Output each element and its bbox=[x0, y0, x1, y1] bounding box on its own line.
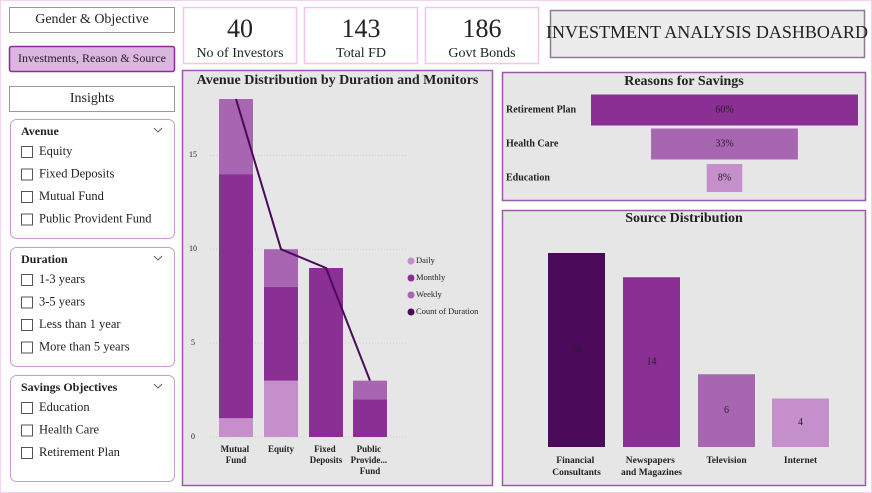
legend-label: Daily bbox=[416, 255, 436, 265]
nav-button-label[interactable]: Gender & Objective bbox=[35, 12, 149, 27]
funnel-bar bbox=[651, 128, 798, 160]
legend-marker bbox=[407, 291, 415, 299]
slicer-title: Avenue bbox=[21, 124, 59, 138]
slicer-chevron bbox=[153, 255, 163, 261]
slicer-option[interactable]: Public Provident Fund bbox=[39, 211, 152, 225]
kpi-value: 40 bbox=[227, 14, 253, 43]
line-series bbox=[235, 98, 371, 382]
kpi-label: No of Investors bbox=[196, 46, 283, 61]
nav-button-label[interactable]: Investments, Reason & Source bbox=[18, 51, 166, 65]
x-tick-label: Public Provide... Fund bbox=[351, 444, 390, 476]
slicer-option[interactable]: 1-3 years bbox=[39, 272, 85, 286]
kpi-card bbox=[303, 6, 419, 65]
slicer-chevron bbox=[153, 383, 163, 389]
bar-segment bbox=[264, 249, 298, 287]
slicer-option[interactable]: Equity bbox=[39, 144, 73, 158]
slicer-panel bbox=[10, 375, 175, 482]
checkbox[interactable] bbox=[21, 213, 33, 226]
legend-marker bbox=[407, 274, 415, 282]
slicer-option[interactable]: More than 5 years bbox=[39, 339, 130, 353]
checkbox[interactable] bbox=[21, 402, 33, 414]
nav-button[interactable] bbox=[8, 45, 176, 73]
legend-label: Monthly bbox=[416, 272, 446, 282]
bar-segment bbox=[353, 380, 387, 400]
x-tick-label: Mutual Fund bbox=[221, 444, 252, 465]
slicer-option[interactable]: Less than 1 year bbox=[39, 317, 121, 331]
checkbox[interactable] bbox=[21, 168, 33, 181]
kpi-card bbox=[424, 6, 540, 65]
x-tick-label: Internet bbox=[784, 456, 818, 466]
category-label: Education bbox=[506, 172, 550, 183]
data-label: 60% bbox=[715, 104, 733, 115]
bar-segment bbox=[353, 399, 387, 437]
slicer-title: Savings Objectives bbox=[21, 380, 118, 394]
chart-title: Source Distribution bbox=[625, 211, 743, 226]
slicer-option[interactable]: Fixed Deposits bbox=[39, 166, 114, 180]
slicer-panel bbox=[10, 247, 175, 367]
legend-marker bbox=[407, 257, 415, 265]
y-tick-label: 5 bbox=[191, 338, 195, 347]
bar bbox=[772, 398, 829, 447]
data-label: 16 bbox=[572, 344, 582, 355]
x-tick-label: Equity bbox=[268, 444, 295, 454]
slicer-option[interactable]: Health Care bbox=[39, 422, 99, 436]
slicer-option[interactable]: Retirement Plan bbox=[39, 445, 121, 459]
x-tick-label: Television bbox=[706, 456, 747, 466]
chart-title: Avenue Distribution by Duration and Moni… bbox=[197, 73, 479, 88]
data-label: 4 bbox=[798, 417, 803, 428]
kpi-value: 186 bbox=[463, 14, 502, 43]
x-tick-label: Newspapers and Magazines bbox=[621, 456, 682, 478]
slicer-option[interactable]: Education bbox=[39, 400, 90, 414]
slicer-chevron bbox=[153, 127, 163, 133]
y-tick-label: 15 bbox=[189, 150, 197, 159]
slicer-title: Duration bbox=[21, 252, 68, 266]
slicer-panel bbox=[10, 119, 175, 239]
kpi-card bbox=[182, 6, 298, 65]
checkbox[interactable] bbox=[21, 191, 33, 203]
nav-button[interactable] bbox=[9, 7, 175, 33]
slicer-option[interactable]: 3-5 years bbox=[39, 294, 85, 308]
funnel-bar bbox=[591, 94, 858, 126]
legend-label: Weekly bbox=[416, 289, 442, 299]
data-label: 14 bbox=[647, 356, 657, 367]
kpi-label: Total FD bbox=[336, 46, 386, 61]
dashboard-title: INVESTMENT ANALYSIS DASHBOARD bbox=[546, 22, 868, 42]
bar-segment bbox=[219, 174, 253, 419]
nav-button-label[interactable]: Insights bbox=[70, 91, 114, 106]
checkbox[interactable] bbox=[21, 146, 33, 158]
data-label: 33% bbox=[715, 138, 733, 149]
bar bbox=[548, 253, 605, 447]
data-label: 8% bbox=[718, 172, 731, 183]
checkbox[interactable] bbox=[21, 424, 33, 437]
kpi-value: 143 bbox=[342, 14, 381, 43]
checkbox[interactable] bbox=[21, 274, 33, 286]
y-tick-label: 0 bbox=[191, 432, 195, 441]
checkbox[interactable] bbox=[21, 447, 33, 459]
x-tick-label: Fixed Deposits bbox=[310, 444, 343, 465]
nav-button[interactable] bbox=[9, 86, 175, 112]
chart-title: Reasons for Savings bbox=[624, 74, 744, 89]
bar-segment bbox=[264, 380, 298, 437]
x-tick-label: Financial Consultants bbox=[552, 456, 601, 478]
category-label: Retirement Plan bbox=[506, 104, 577, 115]
funnel-bar bbox=[706, 164, 743, 192]
bar-segment bbox=[264, 286, 298, 381]
checkbox[interactable] bbox=[21, 341, 33, 354]
legend-label: Count of Duration bbox=[416, 306, 479, 316]
data-label: 6 bbox=[724, 405, 729, 416]
bar bbox=[698, 374, 755, 447]
category-label: Health Care bbox=[506, 138, 559, 149]
checkbox[interactable] bbox=[21, 319, 33, 331]
kpi-label: Govt Bonds bbox=[448, 46, 515, 61]
slicer-option[interactable]: Mutual Fund bbox=[39, 189, 105, 203]
bar bbox=[623, 277, 680, 447]
y-tick-label: 10 bbox=[189, 244, 197, 253]
bar-segment bbox=[309, 268, 343, 437]
checkbox[interactable] bbox=[21, 296, 33, 309]
title-box bbox=[549, 9, 866, 59]
bar-segment bbox=[219, 418, 253, 437]
legend-marker bbox=[407, 308, 415, 316]
